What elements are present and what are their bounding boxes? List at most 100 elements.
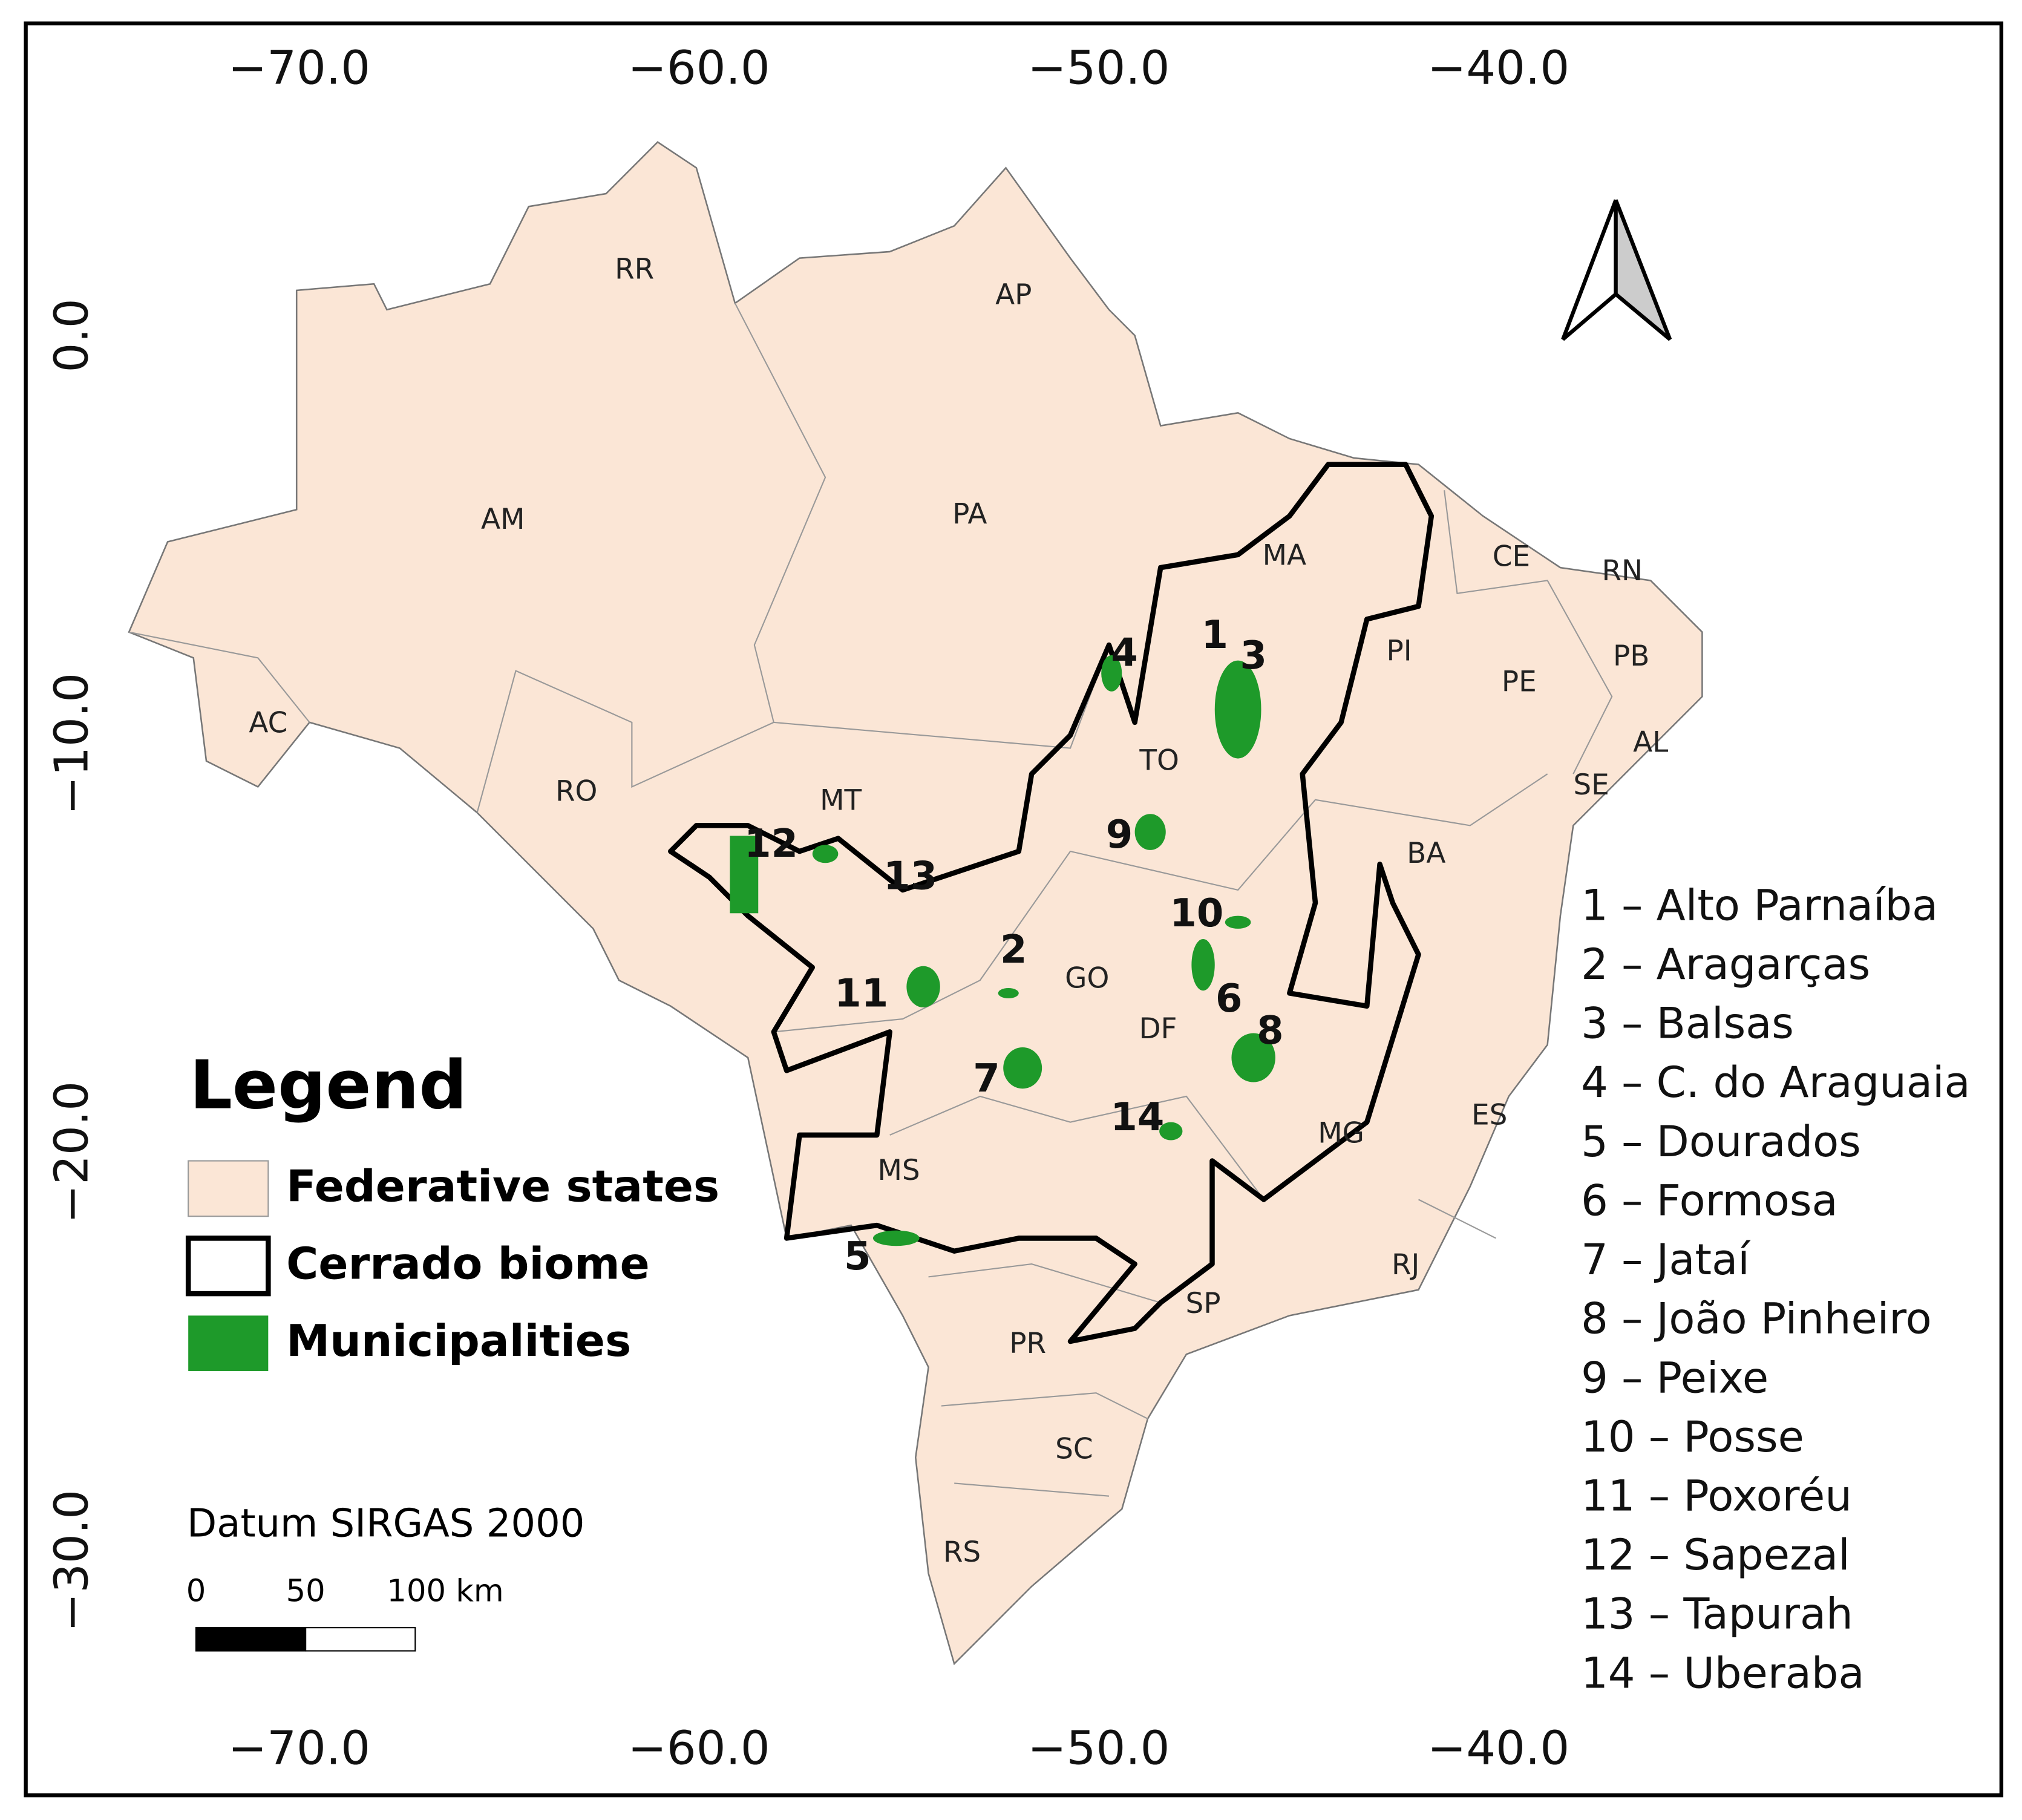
municipality-marker: 7 [973, 1056, 1000, 1101]
legend-item: Cerrado biome [286, 1239, 650, 1289]
municipality-marker: 1 [1202, 613, 1229, 658]
brazil [128, 141, 1703, 1666]
north-arrow-right [1614, 199, 1672, 341]
x-tick-label: −60.0 [628, 1722, 770, 1776]
state-label: RR [615, 252, 654, 286]
municipality-marker: 6 [1215, 977, 1243, 1021]
scale-bar [195, 1627, 307, 1652]
state-label: SE [1573, 768, 1609, 802]
scale-label: 0 [186, 1574, 206, 1609]
state-label: SP [1186, 1287, 1221, 1320]
state-label: SC [1055, 1433, 1093, 1466]
border [773, 773, 1548, 1033]
legend-swatch [188, 1315, 269, 1371]
municipality-area [1159, 1122, 1183, 1141]
municipality-marker: 3 [1240, 633, 1267, 678]
legend-swatch [185, 1236, 271, 1297]
border [954, 1482, 1110, 1497]
municipality-list-item: 2 – Aragarças [1581, 940, 1870, 989]
x-tick-label: −40.0 [1427, 42, 1569, 96]
y-tick-label: −10.0 [45, 673, 99, 815]
municipality-area [906, 966, 940, 1007]
state-label: AL [1633, 726, 1668, 759]
border [734, 303, 1110, 749]
legend-item: Municipalities [286, 1316, 631, 1367]
x-tick-label: −40.0 [1427, 1722, 1569, 1776]
state-label: PR [1009, 1327, 1046, 1360]
state-label: MG [1318, 1116, 1364, 1150]
municipality-list-item: 1 – Alto Parnaíba [1581, 880, 1938, 930]
municipality-area [730, 836, 759, 914]
municipality-list-item: 4 – C. do Araguaia [1581, 1058, 1971, 1107]
border [1444, 490, 1613, 774]
state-label: MT [820, 784, 862, 817]
border [941, 1392, 1148, 1419]
state-label: MS [877, 1154, 920, 1187]
municipality-marker: 11 [834, 971, 888, 1016]
x-tick-label: −70.0 [228, 1722, 370, 1776]
municipality-marker: 12 [744, 822, 798, 866]
state-label: RN [1602, 554, 1643, 588]
municipality-marker: 2 [1000, 928, 1027, 972]
state-label: RJ [1392, 1248, 1419, 1282]
municipality-area [872, 1230, 920, 1246]
municipality-area [1225, 915, 1251, 929]
municipality-list-item: 5 – Dourados [1581, 1117, 1861, 1167]
legend-title: Legend [189, 1047, 467, 1125]
municipality-areas [730, 655, 1275, 1246]
municipality-area [1101, 655, 1122, 692]
municipality-marker: 4 [1111, 631, 1138, 676]
north-arrow [1561, 199, 1672, 341]
scale-label: 100 km [387, 1574, 503, 1609]
state-label: PA [952, 497, 987, 531]
y-tick-label: −20.0 [45, 1081, 99, 1223]
municipality-list-item: 7 – Jataí [1581, 1235, 1751, 1285]
municipality-list-item: 12 – Sapezal [1581, 1530, 1850, 1580]
municipality-marker: 9 [1106, 813, 1133, 857]
y-tick-label: −30.0 [45, 1490, 99, 1632]
state-label: RO [555, 775, 597, 808]
border [476, 670, 774, 813]
state-label: CE [1493, 540, 1530, 574]
municipality-marker: 10 [1170, 891, 1223, 936]
y-tick-label: 0.0 [45, 298, 99, 372]
state-label: AM [481, 503, 525, 536]
scale-bar [305, 1627, 416, 1652]
municipality-list-item: 13 – Tapurah [1581, 1589, 1853, 1639]
municipality-list-item: 14 – Uberaba [1581, 1648, 1865, 1698]
municipality-area [1191, 938, 1215, 991]
municipality-area [998, 987, 1019, 998]
state-label: AP [995, 278, 1032, 312]
border [1418, 1199, 1496, 1239]
municipality-list-item: 10 – Posse [1581, 1412, 1804, 1462]
municipality-area [812, 845, 839, 863]
datum: Datum SIRGAS 2000 [187, 1501, 584, 1546]
municipality-area [1214, 660, 1261, 759]
state-label: AC [249, 707, 287, 740]
municipality-list-item: 8 – João Pinheiro [1581, 1294, 1932, 1344]
state-label: RS [943, 1536, 981, 1569]
state-label: DF [1139, 1012, 1177, 1046]
border [889, 1095, 1265, 1200]
state-label: PE [1502, 665, 1537, 698]
state-label: PB [1613, 640, 1649, 673]
legend-item: Federative states [286, 1161, 719, 1212]
state-borders [128, 303, 1613, 1497]
municipality-area [1003, 1047, 1042, 1089]
border [128, 631, 310, 723]
municipality-marker: 14 [1110, 1095, 1164, 1140]
municipality-list-item: 6 – Formosa [1581, 1176, 1838, 1225]
municipality-area [1231, 1033, 1275, 1082]
municipality-list-item: 3 – Balsas [1581, 999, 1794, 1049]
state-label: PI [1386, 634, 1412, 667]
state-label: TO [1139, 744, 1179, 777]
municipality-marker: 13 [883, 854, 937, 899]
municipality-marker: 5 [844, 1234, 871, 1279]
scale-label: 50 [286, 1574, 326, 1609]
state-label: MA [1263, 539, 1307, 572]
cerrado-biome [668, 462, 1435, 1344]
state-label: BA [1407, 837, 1445, 870]
legend-swatch [188, 1160, 269, 1217]
